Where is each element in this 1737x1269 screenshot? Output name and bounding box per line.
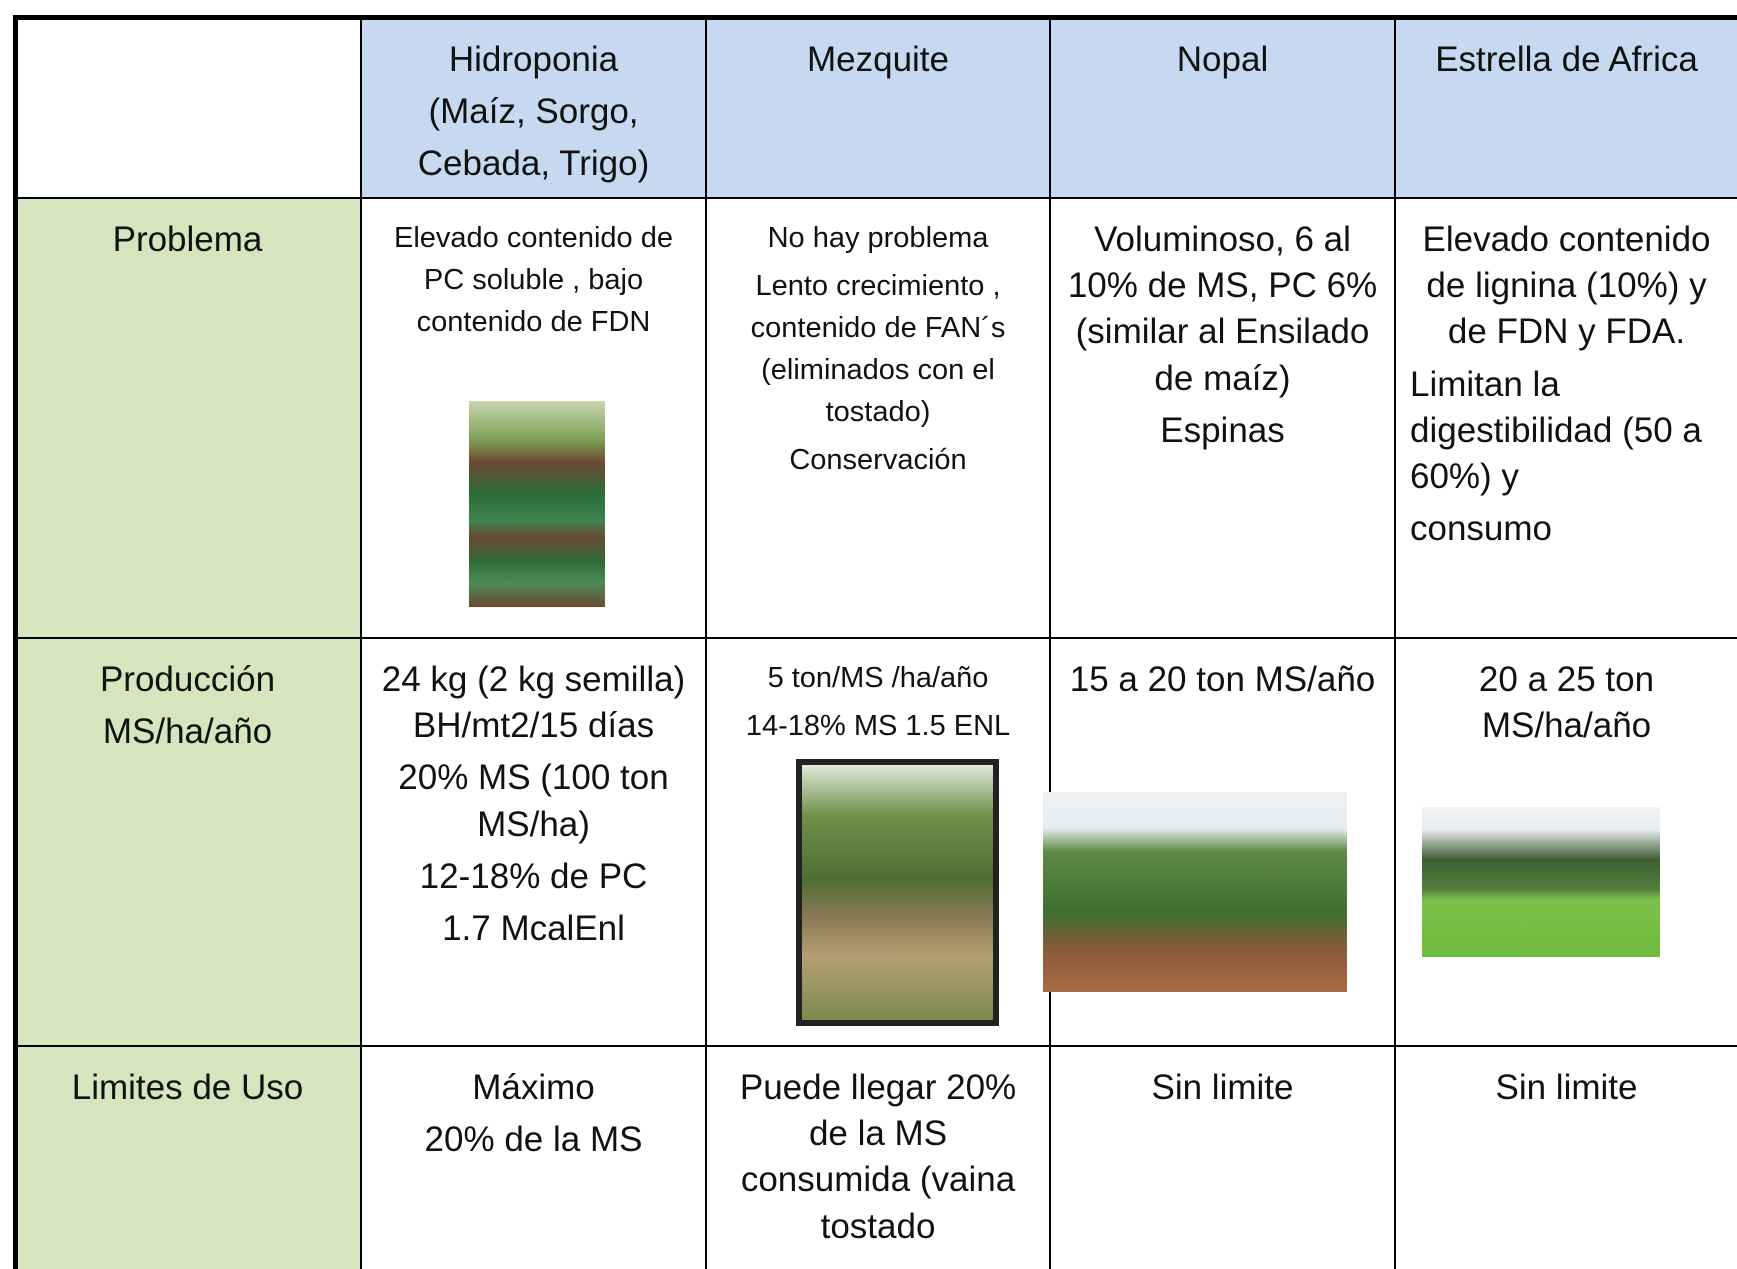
cell-text: Elevado contenido de PC soluble , bajo c… <box>394 222 673 339</box>
cell-text: Sin limite <box>1495 1068 1638 1107</box>
cell-text: Conservación <box>789 444 967 477</box>
cell-text: 20% de la MS <box>424 1120 643 1160</box>
cell-text: Limites de Uso <box>71 1068 304 1107</box>
data-cell: No hay problema Lento crecimiento , conte… <box>705 197 1051 639</box>
row-label: Producción MS/ha/año <box>13 637 362 1047</box>
cell-text: Cebada, Trigo) <box>417 144 650 184</box>
cell-text: Nopal <box>1176 40 1269 79</box>
cell-text: 14-18% MS 1.5 ENL <box>745 710 1011 743</box>
cell-text: Mezquite <box>806 40 950 79</box>
cell-text: Máximo <box>472 1068 595 1107</box>
cell-text: 5 ton/MS /ha/año <box>767 662 989 694</box>
data-cell: Elevado contenido de PC soluble , bajo c… <box>360 197 707 639</box>
data-cell: 20 a 25 ton MS/ha/año <box>1394 637 1737 1047</box>
data-cell: Sin limite <box>1394 1045 1737 1269</box>
corner-cell <box>13 17 362 199</box>
row-label: Problema <box>13 197 362 639</box>
cell-text: No hay problema <box>767 222 989 254</box>
data-cell: 15 a 20 ton MS/año <box>1049 637 1396 1047</box>
cell-text: Lento crecimiento , contenido de FAN´s (… <box>750 270 1006 429</box>
cell-text: Hidroponia <box>448 40 619 79</box>
cell-text: Problema <box>112 220 263 259</box>
data-cell: 24 kg (2 kg semilla) BH/mt2/15 días 20% M… <box>360 637 707 1047</box>
data-cell: Sin limite <box>1049 1045 1396 1269</box>
data-cell: Puede llegar 20% de la MS consumida (vai… <box>705 1045 1051 1269</box>
mesquite-photo <box>796 759 999 1026</box>
cell-text: 12-18% de PC <box>419 856 648 896</box>
data-cell: Voluminoso, 6 al 10% de MS, PC 6% (simil… <box>1049 197 1396 639</box>
cell-text: MS/ha/año <box>102 712 273 752</box>
data-cell: Elevado contenido de lignina (10%) y de … <box>1394 197 1737 639</box>
hydroponics-photo <box>469 401 605 607</box>
cell-text: Sin limite <box>1151 1068 1294 1107</box>
cell-text: 15 a 20 ton MS/año <box>1069 660 1376 699</box>
cell-text: Espinas <box>1160 410 1285 450</box>
header-cell: Hidroponia (Maíz, Sorgo, Cebada, Trigo) <box>360 17 707 199</box>
header-cell: Nopal <box>1049 17 1396 199</box>
cell-text: Elevado contenido de lignina (10%) y de … <box>1422 220 1711 352</box>
cell-text: 1.7 McalEnl <box>442 908 625 948</box>
nopal-photo <box>1043 792 1347 992</box>
header-cell: Estrella de Africa <box>1394 17 1737 199</box>
cell-text: 24 kg (2 kg semilla) BH/mt2/15 días <box>381 660 686 746</box>
cell-text: Limitan la digestibilidad (50 a 60%) y <box>1410 364 1702 496</box>
cell-text: Voluminoso, 6 al 10% de MS, PC 6% (simil… <box>1067 220 1378 398</box>
cell-text: 20 a 25 ton MS/ha/año <box>1478 660 1655 746</box>
star-grass-photo <box>1422 807 1660 957</box>
cell-text: Estrella de Africa <box>1435 40 1698 79</box>
cell-text: Producción <box>99 660 276 699</box>
cell-text: (Maíz, Sorgo, <box>428 92 639 132</box>
header-cell: Mezquite <box>705 17 1051 199</box>
cell-text: 20% MS (100 ton MS/ha) <box>398 758 669 844</box>
row-label: Limites de Uso <box>13 1045 362 1269</box>
cell-text: consumo <box>1410 509 1553 549</box>
cell-text: Puede llegar 20% de la MS consumida (vai… <box>739 1068 1017 1246</box>
data-cell: Máximo 20% de la MS <box>360 1045 707 1269</box>
